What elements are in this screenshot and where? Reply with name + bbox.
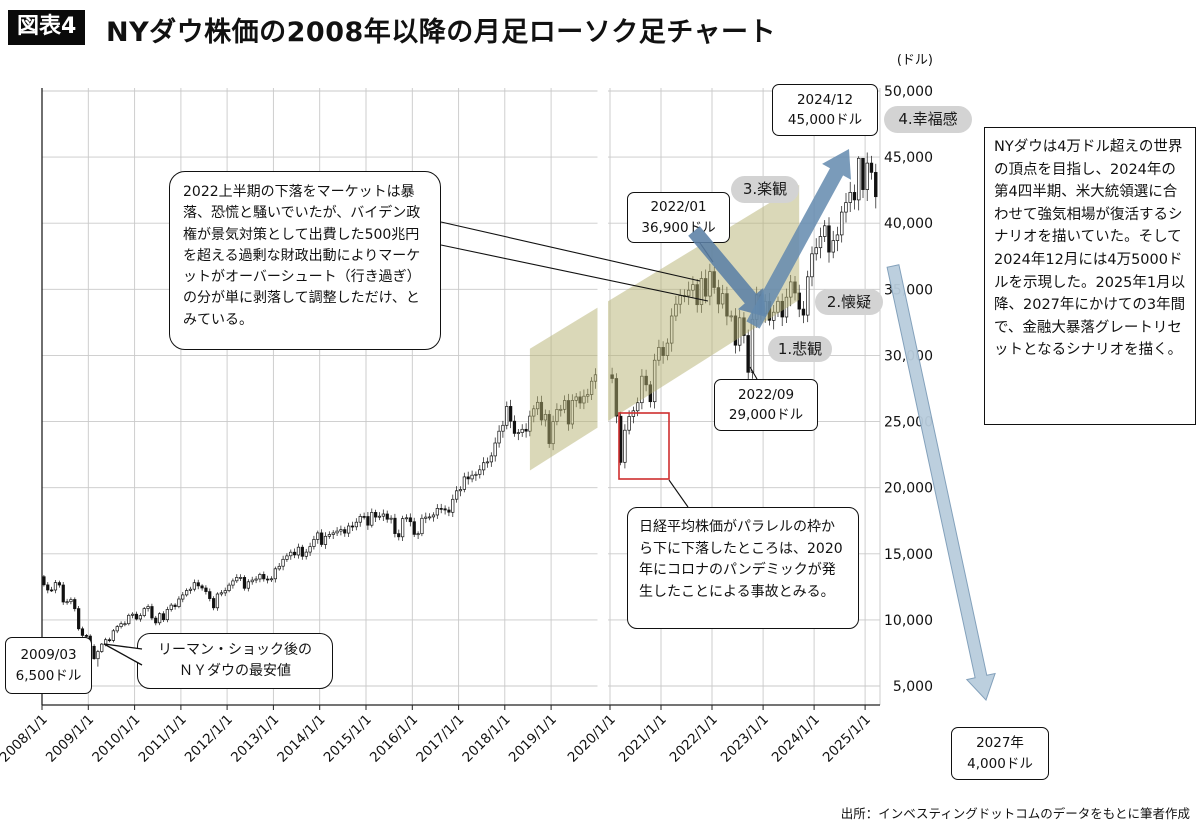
svg-text:5,000: 5,000: [893, 679, 933, 695]
annotation-value: 29,000ドル: [728, 407, 804, 423]
svg-text:20,000: 20,000: [884, 481, 933, 497]
annotation-value: 6,500ドル: [15, 667, 82, 684]
svg-text:40,000: 40,000: [884, 216, 933, 232]
annotation-date: 2022/01: [650, 199, 707, 216]
svg-text:2022/1/1: 2022/1/1: [667, 712, 721, 766]
svg-text:2016/1/1: 2016/1/1: [367, 712, 421, 766]
annotation-scenario-box: NYダウは4万ドル超えの世界の頂点を目指し、2024年の第4四半期、米大統領選に…: [984, 127, 1196, 425]
phase-label-euphoria: 4.幸福感: [884, 106, 972, 133]
annotation-date: 2009/03: [20, 647, 77, 664]
annotation-2022-01-box: 2022/01 36,900ドル: [627, 192, 730, 243]
svg-text:(ドル): (ドル): [897, 53, 933, 68]
phase-label-skepticism: 2.懐疑: [815, 289, 883, 315]
annotation-2022-09-box: 2022/09 29,000ドル: [714, 379, 818, 431]
svg-text:50,000: 50,000: [884, 84, 933, 100]
annotation-date: 2024/12: [796, 91, 854, 108]
covid-crash-highlight: [618, 412, 670, 480]
svg-text:2021/1/1: 2021/1/1: [616, 712, 670, 766]
svg-text:35,000: 35,000: [884, 282, 933, 298]
svg-text:2020/1/1: 2020/1/1: [565, 712, 619, 766]
annotation-2022-commentary-box: 2022上半期の下落をマーケットは暴落、恐慌と騒いでいたが、バイデン政権が景気対…: [169, 171, 441, 350]
trend-arrow: [886, 264, 996, 701]
annotation-value: 45,000ドル: [787, 112, 863, 128]
svg-text:2018/1/1: 2018/1/1: [459, 712, 513, 766]
svg-text:2025/1/1: 2025/1/1: [820, 712, 874, 766]
source-note: 出所：インベスティングドットコムのデータをもとに筆者作成: [840, 806, 1190, 821]
svg-text:2011/1/1: 2011/1/1: [136, 712, 190, 766]
svg-text:2008/1/1: 2008/1/1: [0, 712, 51, 766]
svg-text:2019/1/1: 2019/1/1: [506, 712, 560, 766]
annotation-2009-low-box: 2009/03 6,500ドル: [5, 637, 92, 694]
annotation-value: 4,000ドル: [967, 755, 1033, 772]
annotation-date: 2022/09: [737, 386, 795, 403]
svg-text:2023/1/1: 2023/1/1: [718, 712, 772, 766]
page-title: NYダウ株価の2008年以降の月足ローソク足チャート: [106, 17, 777, 48]
svg-text:2009/1/1: 2009/1/1: [43, 712, 97, 766]
annotation-covid-box: 日経平均株価がパラレルの枠から下に下落したところは、2020年にコロナのパンデミ…: [627, 507, 859, 629]
annotation-2027-target-box: 2027年 4,000ドル: [951, 727, 1049, 780]
svg-text:45,000: 45,000: [884, 150, 933, 166]
svg-text:2017/1/1: 2017/1/1: [413, 712, 467, 766]
svg-text:15,000: 15,000: [884, 547, 933, 563]
phase-label-pessimism: 1.悲観: [768, 336, 832, 362]
annotation-text-line: リーマン・ショック後の: [158, 642, 312, 658]
svg-text:2014/1/1: 2014/1/1: [274, 712, 328, 766]
svg-text:2010/1/1: 2010/1/1: [89, 712, 143, 766]
annotation-2024-12-box: 2024/12 45,000ドル: [772, 84, 878, 136]
svg-text:10,000: 10,000: [884, 613, 933, 629]
annotation-date: 2027年: [976, 735, 1024, 752]
svg-text:2012/1/1: 2012/1/1: [182, 712, 236, 766]
svg-text:25,000: 25,000: [884, 415, 933, 431]
figure-number-badge: 図表4: [8, 10, 86, 45]
annotation-lehman-bubble: リーマン・ショック後の ＮＹダウの最安値: [137, 633, 333, 689]
svg-text:2024/1/1: 2024/1/1: [769, 712, 823, 766]
annotation-text-line: ＮＹダウの最安値: [179, 663, 291, 679]
svg-text:2013/1/1: 2013/1/1: [228, 712, 282, 766]
svg-text:30,000: 30,000: [884, 348, 933, 364]
phase-label-optimism: 3.楽観: [731, 176, 799, 203]
svg-text:2015/1/1: 2015/1/1: [321, 712, 375, 766]
annotation-value: 36,900ドル: [641, 219, 716, 236]
